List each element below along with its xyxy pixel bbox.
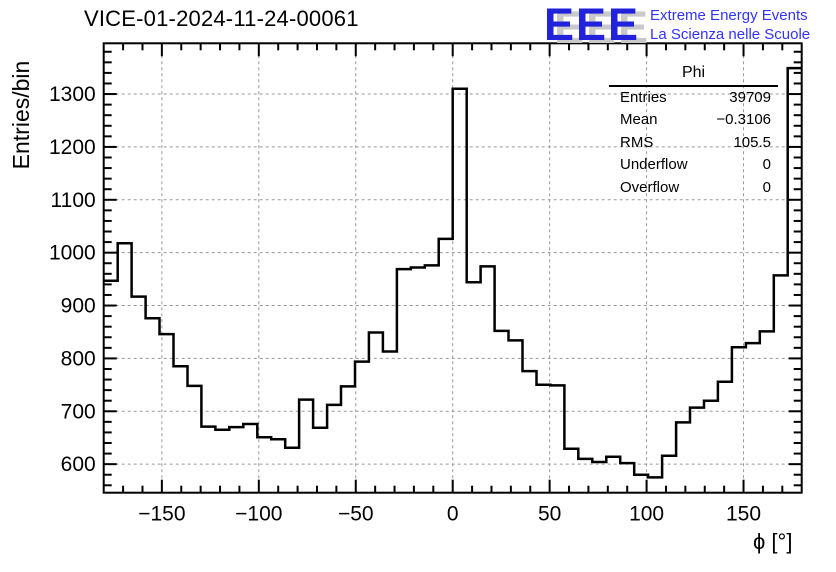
y-tick-label: 1300 <box>49 83 96 106</box>
x-tick-label: −150 <box>138 503 185 526</box>
stats-row-value: 39709 <box>729 89 771 106</box>
stats-row-label: Mean <box>620 111 658 129</box>
stats-row-label: Overflow <box>620 178 680 196</box>
x-tick-label: 150 <box>726 503 761 526</box>
stats-row: Underflow 0 <box>609 154 778 176</box>
gridlines <box>103 43 802 493</box>
y-tick-label: 700 <box>61 400 96 423</box>
stats-row-value: 0 <box>762 156 771 174</box>
eee-logo-tagline-line2: La Scienza nelle Scuole <box>650 25 811 43</box>
plot-frame <box>102 42 803 494</box>
eee-logo: EEE Extreme Energy Events La Scienza nel… <box>544 2 810 47</box>
histogram-line <box>103 66 802 479</box>
stats-row-label: RMS <box>620 133 654 151</box>
stats-row-value: −0.3106 <box>716 111 771 129</box>
y-tick-label: 900 <box>61 295 96 318</box>
y-tick-label: 600 <box>61 453 96 476</box>
x-tick-label: −100 <box>235 503 282 526</box>
y-tick-label: 800 <box>61 347 96 370</box>
stats-row: Mean −0.3106 <box>609 109 778 131</box>
eee-logo-tagline: Extreme Energy Events La Scienza nelle S… <box>650 2 810 44</box>
y-tick-labels: 600 700 800 900 1000 1100 1200 1300 <box>49 83 96 476</box>
x-axis-title: ϕ [°] <box>753 529 793 554</box>
stats-row-label: Underflow <box>620 156 688 174</box>
x-tick-label: 0 <box>447 503 459 526</box>
axis-ticks <box>103 43 802 493</box>
x-tick-labels: −150 −100 −50 0 50 100 150 <box>138 503 761 526</box>
stats-row: Overflow 0 <box>609 177 778 199</box>
stats-row-label: Entries <box>620 89 667 106</box>
stats-row: Entries 39709 <box>609 87 778 109</box>
y-tick-label: 1200 <box>49 136 96 159</box>
stats-box-rows: Entries 39709 Mean −0.3106 RMS 105.5 Underflow… <box>609 87 778 199</box>
y-axis-title: Entries/bin <box>8 60 34 170</box>
page-title: VICE-01-2024-11-24-00061 <box>84 6 359 31</box>
stats-box: Phi Entries 39709 Mean −0.3106 RMS 105.5 Under… <box>609 64 778 199</box>
stats-row: RMS 105.5 <box>609 132 778 154</box>
y-tick-label: 1100 <box>51 189 96 212</box>
y-tick-label: 1000 <box>49 242 96 265</box>
x-tick-label: 50 <box>538 503 561 526</box>
eee-logo-acronym: EEE <box>544 0 641 50</box>
stats-box-title: Phi <box>609 64 778 87</box>
eee-logo-tagline-line1: Extreme Energy Events <box>650 7 808 24</box>
stats-row-value: 105.5 <box>733 133 771 151</box>
x-tick-label: 100 <box>629 503 664 526</box>
stats-row-value: 0 <box>762 178 771 196</box>
x-tick-label: −50 <box>338 503 374 526</box>
